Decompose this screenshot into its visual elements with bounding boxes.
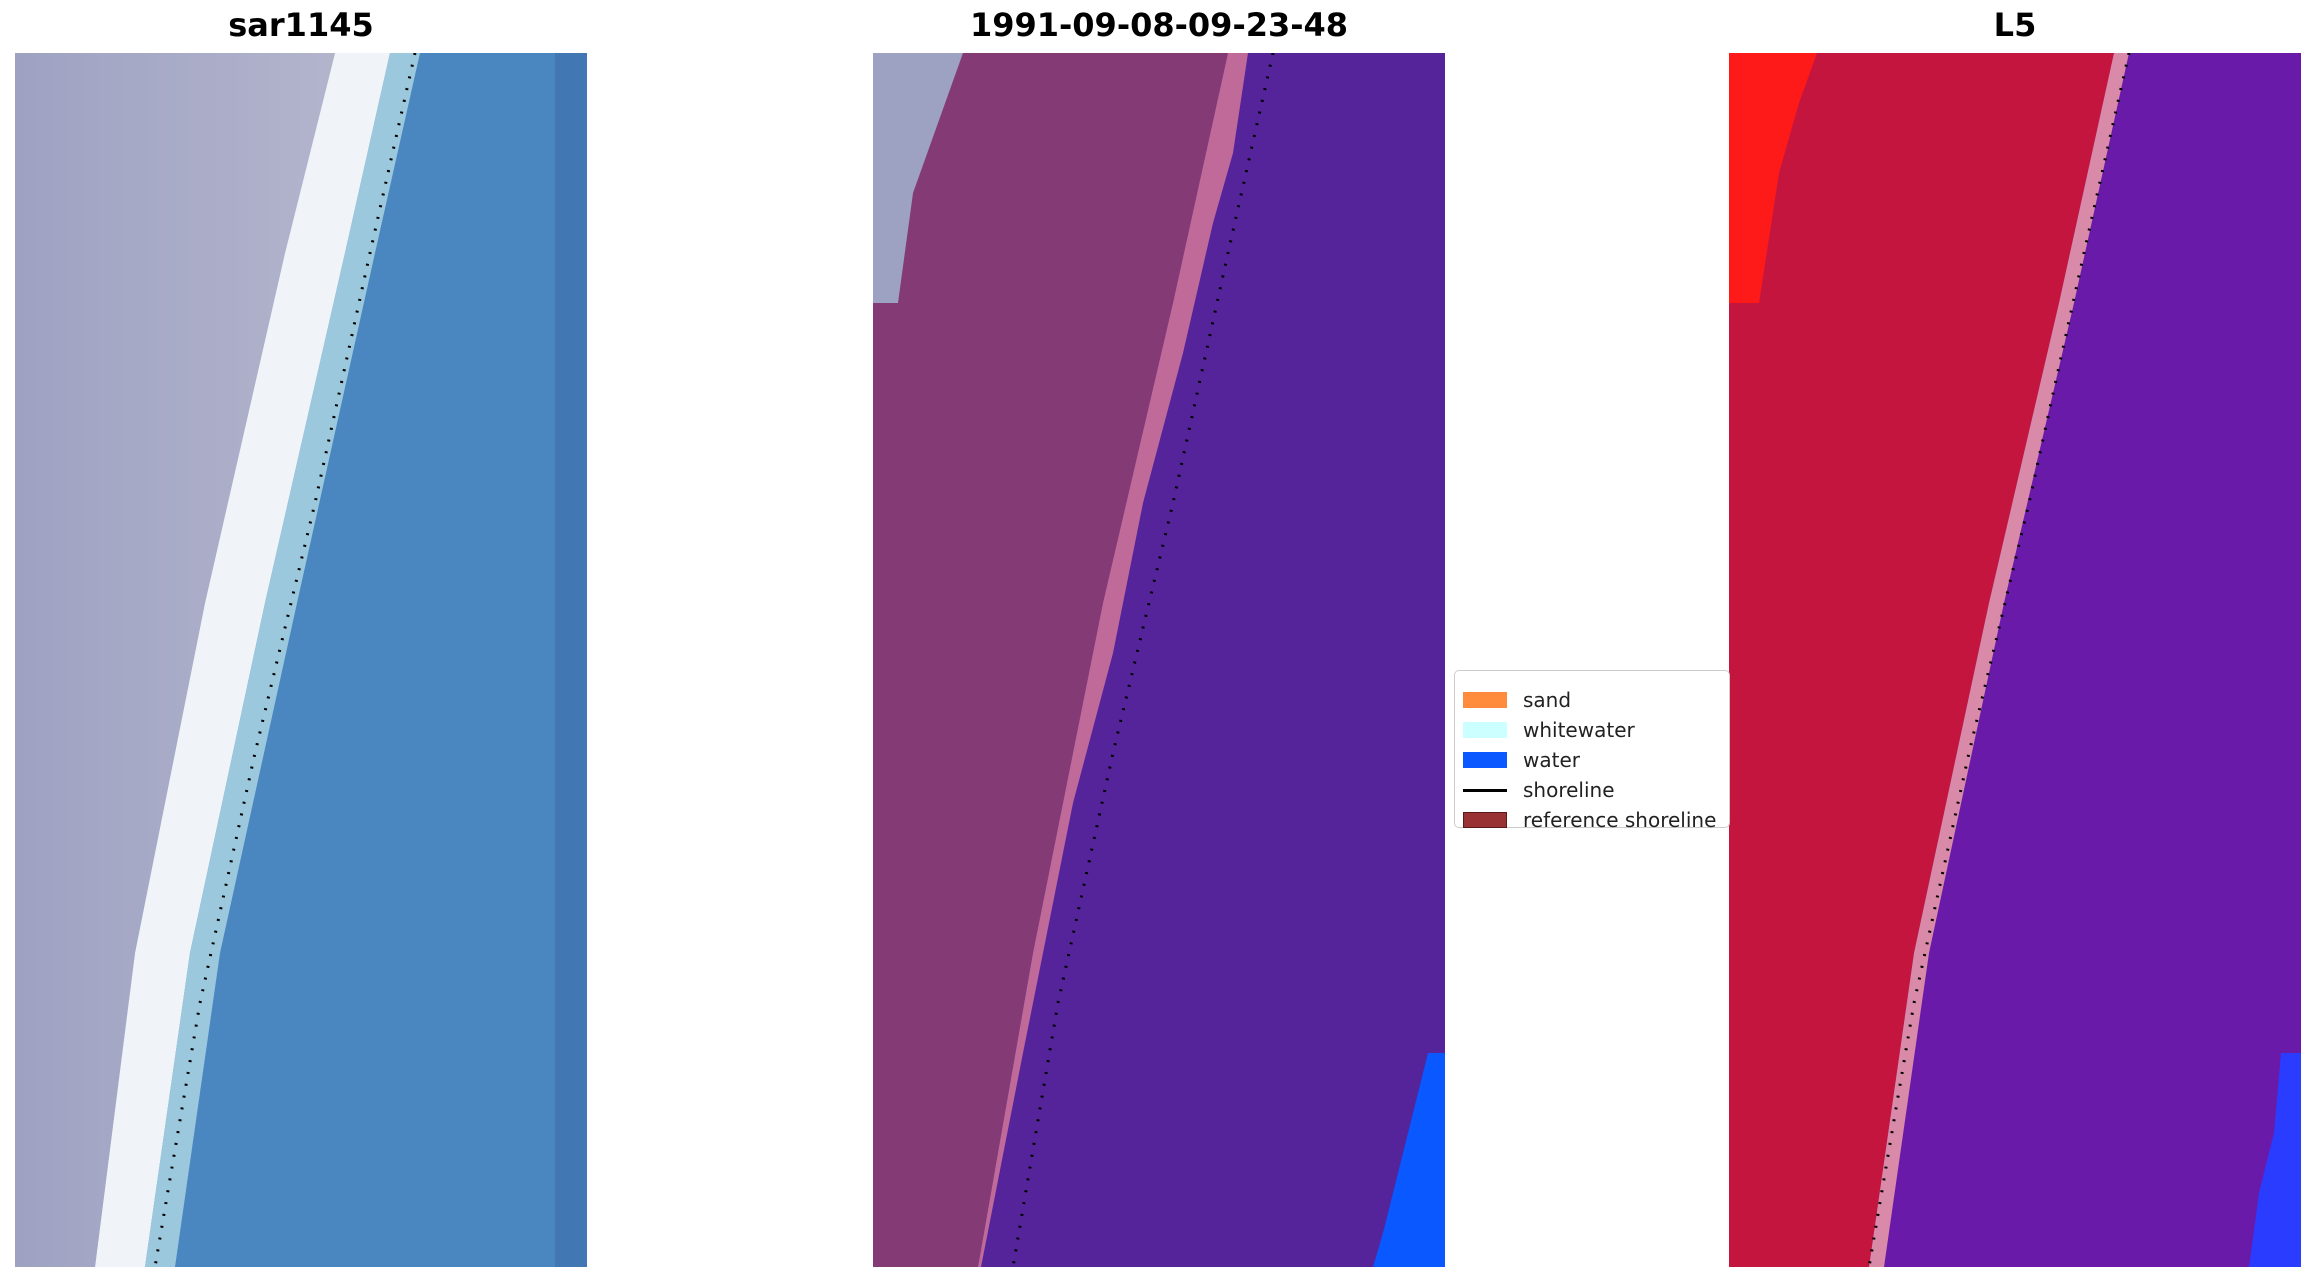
classification-image bbox=[873, 53, 1445, 1267]
legend-item-whitewater: whitewater bbox=[1463, 717, 1635, 743]
whitewater-swatch bbox=[1463, 722, 1507, 738]
panel-index: L5 bbox=[1729, 0, 2301, 1283]
panel-title: 1991-09-08-09-23-48 bbox=[969, 6, 1349, 44]
legend-label: water bbox=[1523, 748, 1580, 772]
legend-item-water: water bbox=[1463, 747, 1580, 773]
shoreline-line bbox=[1867, 53, 2131, 1267]
legend-item-sand: sand bbox=[1463, 687, 1571, 713]
legend-label: sand bbox=[1523, 688, 1572, 712]
legend-item-reference-shoreline: reference shoreline bbox=[1463, 807, 1716, 833]
reference-shoreline-swatch bbox=[1463, 812, 1507, 828]
legend-label: reference shoreline bbox=[1523, 808, 1717, 832]
panel-classification: 1991-09-08-09-23-48 bbox=[873, 0, 1445, 1283]
rgb-image bbox=[15, 53, 587, 1267]
panel-rgb: sar1145 bbox=[15, 0, 587, 1283]
shoreline-line bbox=[1011, 53, 1275, 1267]
shoreline-line-swatch bbox=[1463, 788, 1507, 792]
panel-title: sar1145 bbox=[228, 6, 374, 44]
sand-swatch bbox=[1463, 692, 1507, 708]
legend-label: whitewater bbox=[1523, 718, 1635, 742]
index-image bbox=[1729, 53, 2301, 1267]
legend-item-shoreline: shoreline bbox=[1463, 777, 1615, 803]
legend-label: shoreline bbox=[1523, 778, 1615, 802]
legend: sand whitewater water shoreline referenc… bbox=[1454, 670, 1730, 832]
water-swatch bbox=[1463, 752, 1507, 768]
panel-title: L5 bbox=[1993, 6, 2037, 44]
shoreline-line bbox=[153, 53, 417, 1267]
